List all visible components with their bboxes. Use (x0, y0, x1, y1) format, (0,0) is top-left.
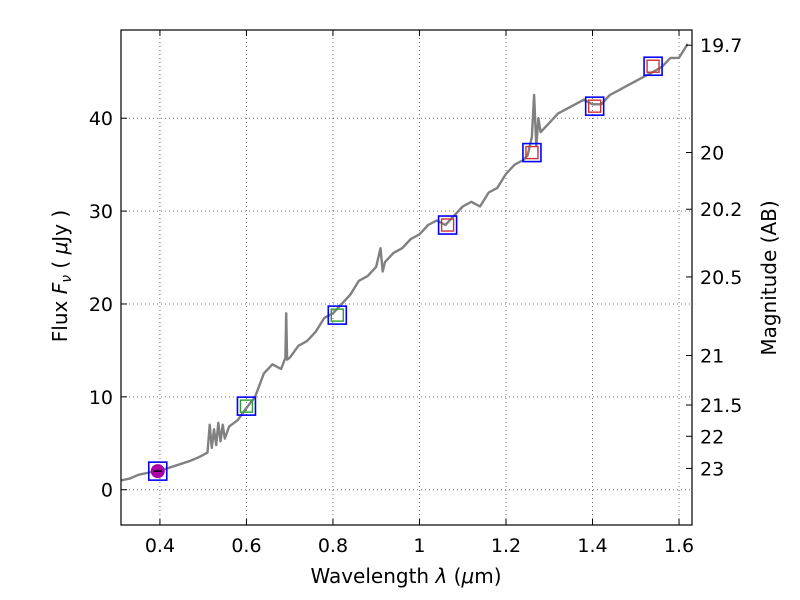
y-tick-label: 40 (89, 108, 113, 130)
x-tick-label: 0.6 (231, 535, 261, 557)
series-layer (120, 43, 689, 482)
y-tick-label: 0 (101, 480, 113, 502)
x-axis-label: Wavelength λ (μm) (310, 564, 501, 588)
observed-point (587, 99, 602, 113)
x-tick-label: 1.4 (577, 535, 607, 557)
spectrum-line (120, 43, 689, 482)
model-point (522, 142, 542, 163)
y2-tick-label: 21.5 (700, 395, 742, 417)
observed-point (525, 145, 539, 160)
model-point (147, 461, 168, 481)
model-point (584, 96, 605, 116)
y-tick-label: 20 (89, 294, 113, 316)
x-tick-label: 1 (413, 535, 425, 557)
model-point (327, 305, 348, 325)
x-tick-label: 1.6 (664, 535, 694, 557)
marker-layer (147, 56, 663, 481)
plot-frame (120, 29, 693, 526)
observed-point (330, 308, 344, 322)
y2-tick-label: 22 (700, 426, 724, 448)
y2-tick-label: 23 (700, 458, 724, 480)
observed-point (440, 218, 455, 232)
grid-layer (121, 30, 692, 525)
y2-axis-label: Magnitude (AB) (757, 200, 781, 355)
y2-tick-label: 20.5 (700, 267, 742, 289)
model-point (643, 56, 663, 77)
y-tick-label: 30 (89, 201, 113, 223)
y2-tick-label: 19.7 (700, 35, 742, 57)
model-point (437, 215, 458, 235)
y2-tick-label: 21 (700, 345, 724, 367)
y-tick-label: 10 (89, 387, 113, 409)
x-tick-label: 1.2 (491, 535, 521, 557)
observed-point (239, 399, 254, 413)
x-tick-label: 0.8 (318, 535, 348, 557)
x-tick-label: 0.4 (145, 535, 175, 557)
model-point (236, 396, 257, 416)
observed-point (646, 59, 660, 73)
y-axis-label: Flux Fν ( μJy ) (48, 210, 75, 342)
y2-tick-label: 20.2 (700, 199, 742, 221)
y2-tick-label: 20 (700, 143, 724, 165)
tick-layer: 0.4 0.6 0.8 1 1.2 1.4 1.6 0 10 20 30 40 19.7 20 20.2 20… (89, 30, 742, 557)
